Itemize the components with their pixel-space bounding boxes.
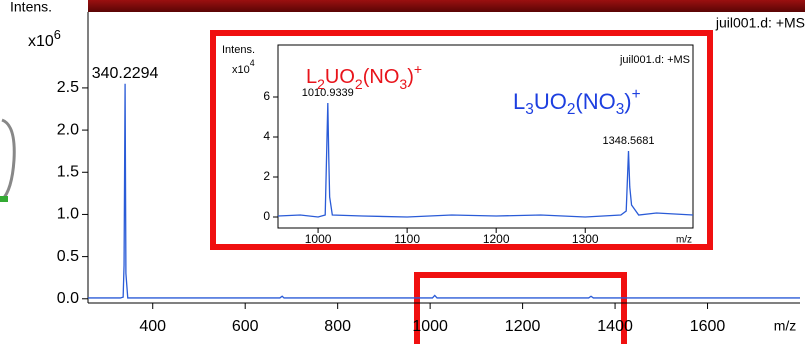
y-tick-label: 0.5 [57, 248, 79, 265]
y-tick-label: 6 [263, 89, 270, 103]
peak-label: 1348.5681 [602, 135, 654, 147]
spectrum-note: juil001.d: +MS [715, 15, 805, 31]
formula-part: + [414, 61, 422, 77]
y-tick-label: 2 [263, 169, 270, 183]
spectrum-line [88, 83, 800, 299]
x-tick-label: 1000 [305, 232, 332, 246]
formula-part: 3 [399, 76, 407, 92]
logo-fragment [0, 196, 8, 202]
formula-part: ) [624, 89, 631, 114]
header-band [88, 0, 805, 12]
formula-part: + [632, 86, 641, 103]
ion-formula: L3UO2(NO3)+ [513, 86, 641, 118]
formula-part: 3 [616, 101, 625, 118]
x-axis-label: m/z [676, 235, 692, 246]
x-tick-label: 800 [324, 318, 351, 335]
ion-formula: L2UO2(NO3)+ [306, 61, 422, 92]
peak-label: 340.2294 [92, 65, 159, 82]
inset-frame [210, 30, 713, 250]
y-tick-label: 2.0 [57, 121, 79, 138]
y-tick-label: 0.0 [57, 290, 79, 307]
formula-part: L [513, 89, 525, 114]
x-tick-label: 1000 [412, 318, 448, 335]
y-unit: x104 [232, 58, 255, 76]
peak-label: 1010.9339 [302, 87, 354, 99]
y-unit-exponent: 6 [54, 27, 61, 42]
x-tick-label: 600 [232, 318, 259, 335]
y-tick-label: 1.5 [57, 163, 79, 180]
y-unit: x106 [28, 27, 61, 50]
y-tick-label: 1.0 [57, 206, 79, 223]
logo-fragment [0, 118, 16, 202]
formula-part: (NO [575, 89, 615, 114]
formula-part: (NO [363, 66, 400, 88]
x-tick-label: 1300 [572, 232, 599, 246]
x-tick-label: 1600 [690, 318, 726, 335]
x-tick-label: 400 [139, 318, 166, 335]
formula-part: UO [534, 89, 567, 114]
formula-part: ) [407, 66, 414, 88]
x-tick-label: 1100 [394, 232, 420, 246]
formula-part: 2 [317, 76, 325, 92]
y-unit-exponent: 4 [250, 58, 255, 68]
y-unit-base: x10 [28, 33, 54, 50]
formula-part: L [306, 66, 317, 88]
formula-part: UO [325, 66, 355, 88]
spectrum-line [277, 102, 694, 218]
x-tick-label: 1200 [483, 232, 510, 246]
formula-part: 2 [567, 101, 576, 118]
x-axis-label: m/z [774, 318, 797, 334]
x-tick-label: 1200 [505, 318, 541, 335]
y-tick-label: 2.5 [57, 79, 79, 96]
spectrum-note: juil001.d: +MS [619, 54, 690, 66]
y-tick-label: 4 [263, 129, 270, 143]
y-axis-label: Intens. [10, 0, 52, 15]
y-unit-base: x10 [232, 64, 250, 76]
formula-part: 2 [355, 76, 363, 92]
y-axis-label: Intens. [222, 44, 255, 56]
formula-part: 3 [525, 101, 534, 118]
zoom-box [414, 272, 627, 344]
y-tick-label: 0 [263, 209, 270, 223]
x-tick-label: 1400 [597, 318, 633, 335]
